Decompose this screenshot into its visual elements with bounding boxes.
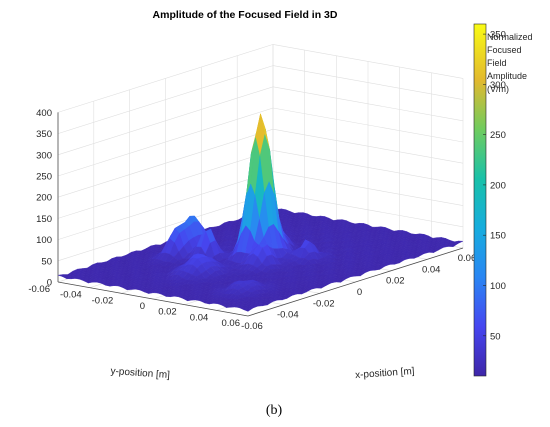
- z-tick-label: 150: [36, 214, 52, 225]
- grid-line: [272, 128, 464, 164]
- z-tick-label: 300: [36, 150, 52, 161]
- y-tick-label: 0.04: [190, 312, 209, 323]
- x-axis-line: [247, 247, 464, 317]
- colorbar-tick-label: 150: [490, 231, 506, 242]
- grid-line: [57, 44, 274, 113]
- axis-ticks: 0501001502002503003504000.060.040.020-0.…: [28, 108, 476, 332]
- x-axis-label: x-position [m]: [355, 366, 415, 381]
- chart-title: Amplitude of the Focused Field in 3D: [153, 9, 338, 21]
- colorbar-tick-label: 300: [490, 80, 506, 91]
- y-tick-label: 0.06: [222, 318, 241, 329]
- grid-line: [272, 150, 464, 185]
- colorbar-label-line: Focused: [487, 45, 522, 55]
- x-tick-label: 0.06: [458, 253, 477, 264]
- y-tick-label: -0.06: [28, 284, 50, 295]
- colorbar-label-line: (V/m): [487, 84, 509, 94]
- colorbar-tick-label: 50: [490, 331, 501, 342]
- grid-line: [57, 128, 274, 198]
- grid-line: [272, 44, 464, 79]
- z-tick-label: 350: [36, 129, 52, 140]
- x-tick-label: -0.02: [313, 298, 335, 309]
- grid-line: [57, 65, 274, 134]
- z-tick-label: 100: [36, 235, 52, 246]
- colorbar-bar: [473, 23, 487, 377]
- colorbar-label-line: Normalized: [487, 32, 533, 42]
- grid-line: [57, 107, 274, 177]
- y-axis-label: y-position [m]: [110, 366, 170, 381]
- y-tick-label: -0.02: [92, 295, 114, 306]
- colorbar-label-line: Amplitude: [487, 71, 527, 81]
- colorbar-label-line: Field: [487, 58, 507, 68]
- grid-line: [272, 192, 464, 228]
- grid-line: [272, 86, 464, 122]
- z-tick-label: 250: [36, 172, 52, 183]
- colorbar-tick-label: 350: [490, 30, 506, 41]
- x-tick-label: 0.02: [386, 276, 405, 287]
- grid-line: [57, 86, 274, 156]
- colorbar-tick-label: 250: [490, 130, 506, 141]
- figure-caption: (b): [266, 403, 283, 418]
- colorbar-tick-label: 200: [490, 180, 506, 191]
- z-tick-label: 0: [47, 278, 52, 289]
- grid-line: [57, 192, 274, 262]
- grid-line: [272, 107, 464, 143]
- surface-plot: [57, 113, 464, 312]
- y-tick-label: 0.02: [158, 307, 177, 318]
- y-tick-label: 0: [140, 301, 145, 312]
- colorbar-tick-label: 100: [490, 281, 506, 292]
- colorbar-label: Normalized Focused Field Amplitude (V/m): [487, 32, 533, 94]
- grid-line: [272, 171, 464, 206]
- z-tick-label: 200: [36, 193, 52, 204]
- x-tick-label: -0.04: [277, 310, 299, 321]
- grid-line: [57, 171, 274, 240]
- x-tick-label: 0: [357, 287, 362, 298]
- x-tick-label: 0.04: [422, 264, 441, 275]
- x-tick-label: -0.06: [241, 321, 263, 332]
- y-axis-line: [57, 281, 249, 317]
- z-tick-label: 400: [36, 108, 52, 119]
- surface-patch: [243, 307, 254, 312]
- grid-line: [57, 150, 274, 219]
- grid-line: [272, 65, 464, 100]
- y-tick-label: -0.04: [60, 290, 82, 301]
- colorbar: 50 100 150 200 250 300 350: [473, 23, 506, 377]
- z-tick-label: 50: [41, 256, 52, 267]
